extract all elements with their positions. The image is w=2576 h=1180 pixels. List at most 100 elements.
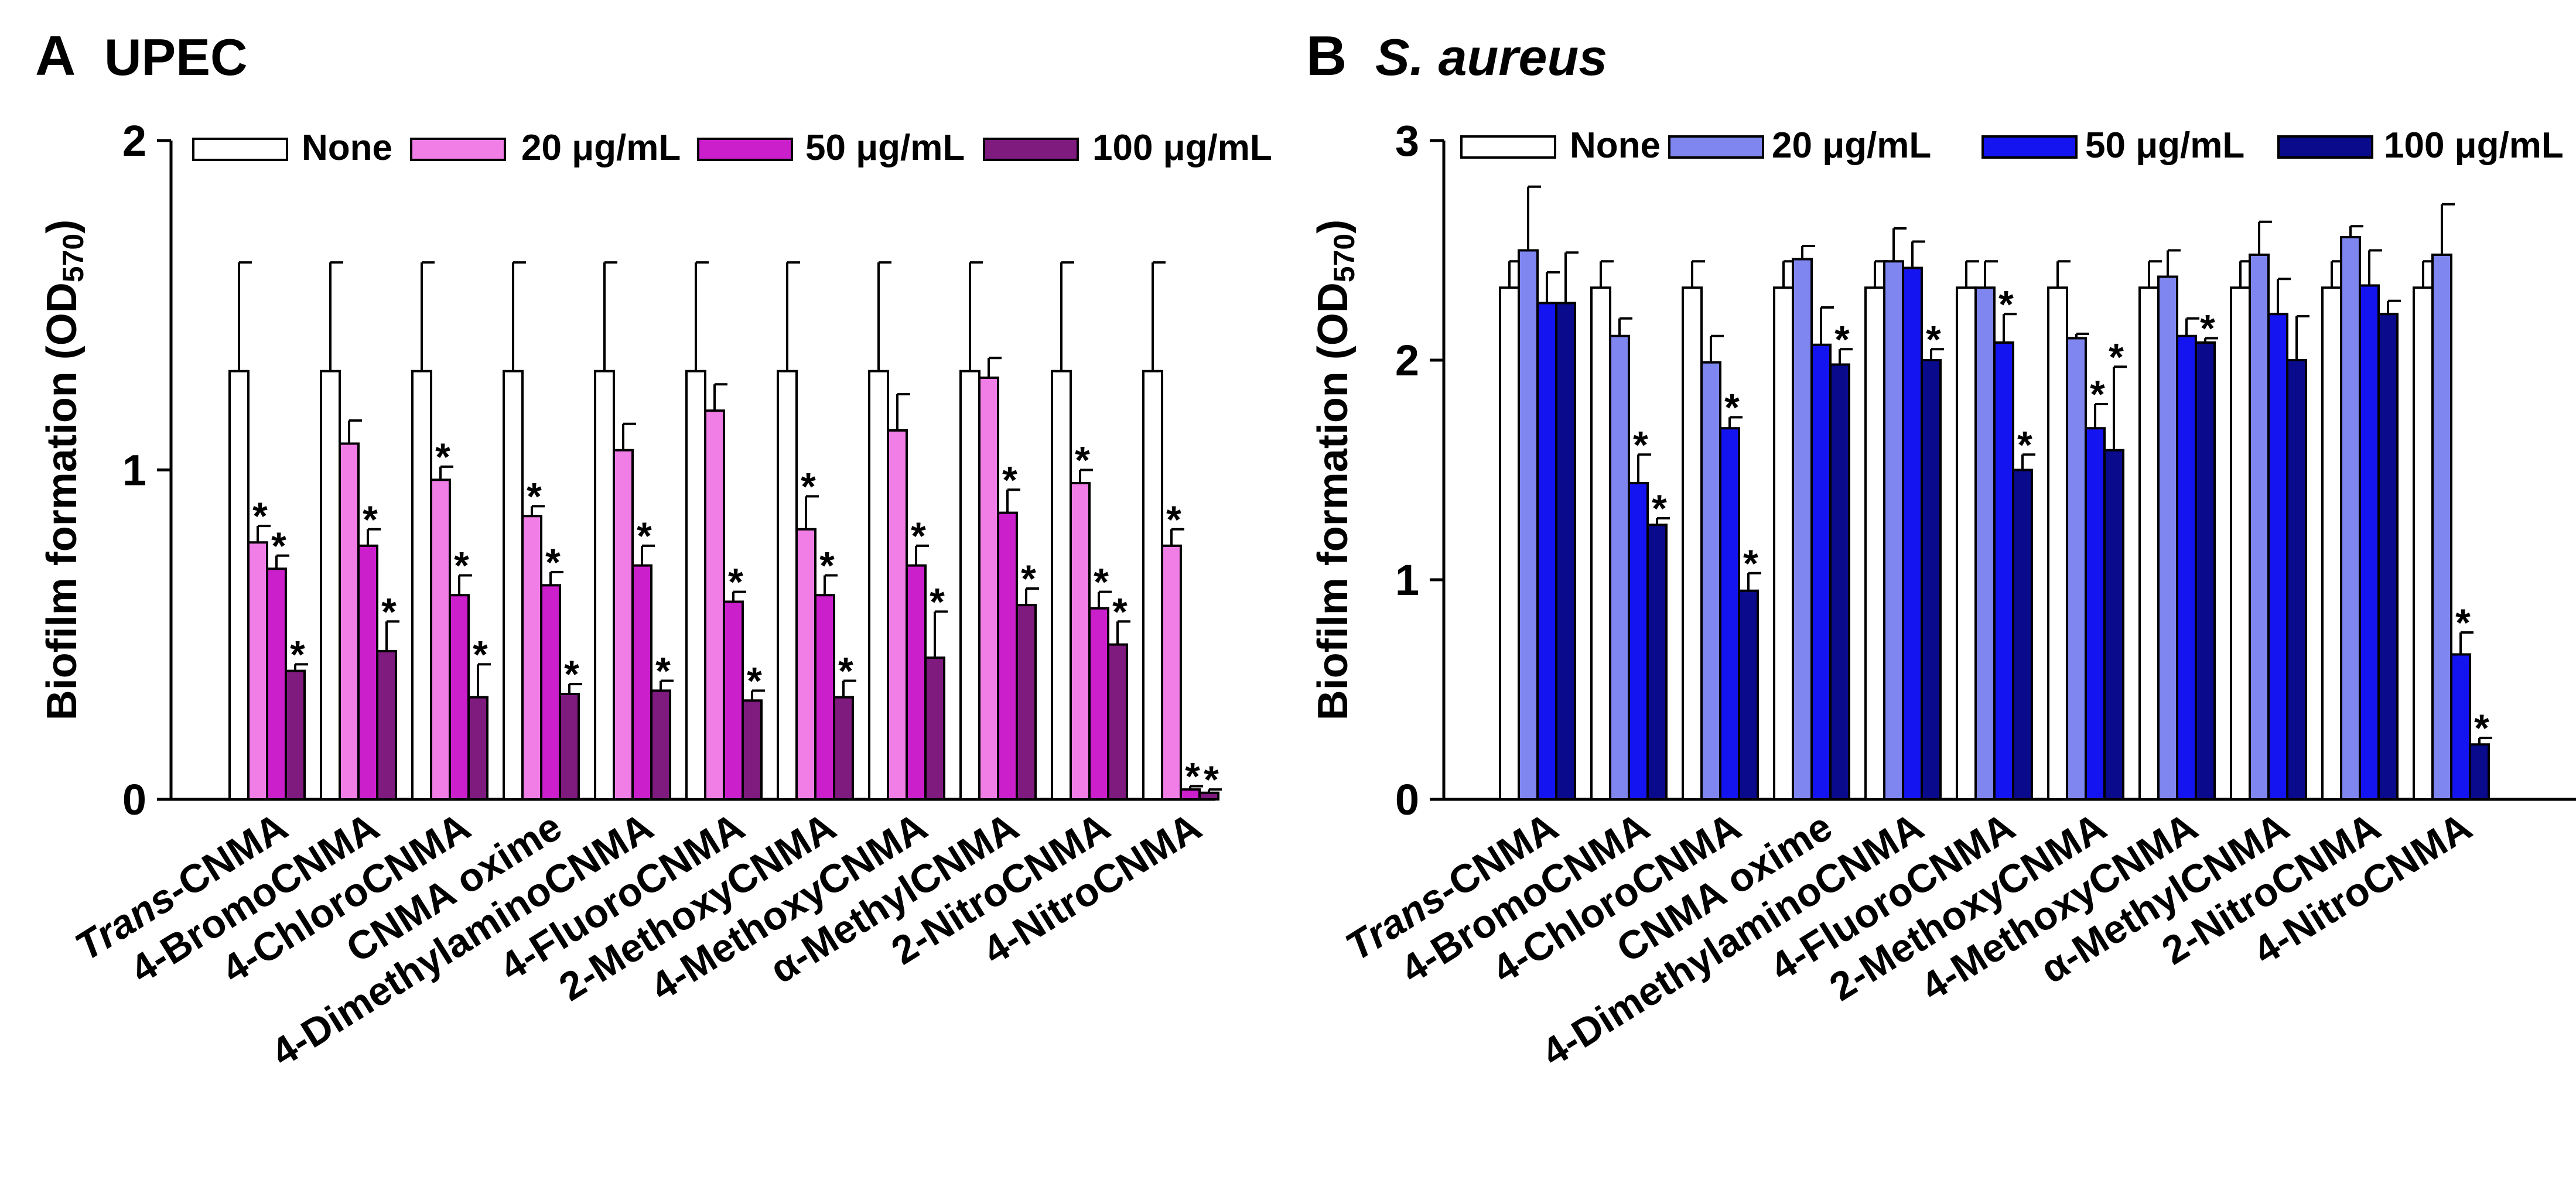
bar — [2195, 341, 2216, 801]
significance-star: * — [454, 544, 469, 587]
y-tick-label: 3 — [1395, 117, 1419, 165]
bar — [1792, 258, 1813, 801]
legend-swatch — [192, 138, 288, 161]
legend-swatch — [983, 138, 1079, 161]
bar — [723, 600, 744, 801]
bar — [613, 449, 634, 801]
bar — [1719, 427, 1740, 801]
bar — [1974, 286, 1996, 801]
bar — [833, 696, 854, 801]
legend-swatch — [2277, 135, 2373, 159]
bar — [887, 429, 908, 801]
significance-star: * — [1834, 317, 1850, 361]
bar — [228, 370, 250, 801]
bar — [704, 409, 725, 801]
bar — [1864, 286, 1885, 801]
bar — [1590, 286, 1611, 801]
panel-title: UPEC — [104, 28, 248, 86]
bar — [2413, 286, 2434, 801]
bar — [1051, 370, 1072, 801]
bar — [631, 564, 652, 801]
bar — [521, 515, 542, 801]
legend-swatch — [410, 138, 506, 161]
significance-star: * — [473, 632, 488, 676]
significance-star: * — [271, 524, 286, 567]
legend-label: None — [1570, 125, 1661, 166]
legend-swatch — [1981, 135, 2078, 159]
bar — [2431, 254, 2452, 801]
bar — [1016, 604, 1037, 801]
significance-star: * — [1185, 755, 1200, 798]
significance-star: * — [290, 632, 305, 676]
bar — [2176, 334, 2197, 801]
bar — [1518, 249, 1539, 801]
y-axis-title: Biofilm formation (OD570) — [39, 220, 90, 720]
significance-star: * — [381, 590, 397, 633]
bar — [2249, 254, 2270, 801]
bar — [650, 689, 671, 801]
bar — [1088, 607, 1109, 801]
bar — [2012, 468, 2033, 801]
bar — [1773, 286, 1794, 801]
bar — [2085, 427, 2106, 801]
bar — [1609, 334, 1630, 801]
bar — [540, 584, 561, 801]
bar — [285, 669, 306, 801]
bar — [2138, 286, 2160, 801]
y-tick-label: 0 — [1395, 775, 1419, 824]
bar — [449, 594, 470, 801]
bar — [467, 696, 488, 801]
bar — [266, 567, 287, 801]
bar — [376, 649, 397, 801]
bar — [1738, 589, 1759, 801]
bar — [2340, 236, 2361, 801]
significance-star: * — [637, 514, 652, 557]
significance-star: * — [1204, 758, 1219, 801]
legend-label: 100 μg/mL — [2384, 125, 2564, 166]
bar — [685, 370, 706, 801]
bar — [978, 377, 999, 801]
bar — [339, 442, 360, 801]
y-tick-label: 2 — [122, 117, 146, 165]
bar — [594, 370, 615, 801]
bar — [247, 541, 268, 801]
panel-letter: A — [35, 25, 76, 87]
legend-swatch — [1460, 135, 1556, 159]
significance-star: * — [1926, 317, 1941, 361]
bar — [1902, 266, 1923, 801]
significance-star: * — [819, 544, 835, 587]
bar — [559, 693, 580, 801]
y-axis-title: Biofilm formation (OD570) — [1310, 220, 1361, 720]
bar — [742, 699, 763, 801]
bar — [1700, 361, 1721, 801]
significance-star: * — [564, 652, 579, 696]
bar — [1142, 370, 1163, 801]
significance-star: * — [1743, 542, 1758, 585]
bar — [2267, 313, 2288, 801]
bar — [1921, 359, 1942, 801]
significance-star: * — [2200, 307, 2215, 350]
y-tick-label: 2 — [1395, 336, 1419, 385]
legend-swatch — [697, 138, 793, 161]
bar — [906, 564, 927, 801]
panel-title: S. aureus — [1375, 28, 1607, 86]
bar — [1956, 286, 1977, 801]
significance-star: * — [1075, 439, 1090, 482]
significance-star: * — [911, 514, 926, 557]
bar — [1810, 343, 1832, 801]
bar — [430, 478, 451, 801]
significance-star: * — [1094, 560, 1109, 604]
significance-star: * — [2017, 423, 2032, 466]
bar — [868, 370, 889, 801]
significance-star: * — [838, 649, 853, 693]
significance-star: * — [527, 474, 542, 518]
bar — [1883, 260, 1904, 801]
bar — [2103, 449, 2124, 801]
bar — [1993, 341, 2014, 801]
legend-label: 50 μg/mL — [805, 128, 965, 168]
bar — [411, 370, 432, 801]
bar — [2377, 313, 2399, 801]
